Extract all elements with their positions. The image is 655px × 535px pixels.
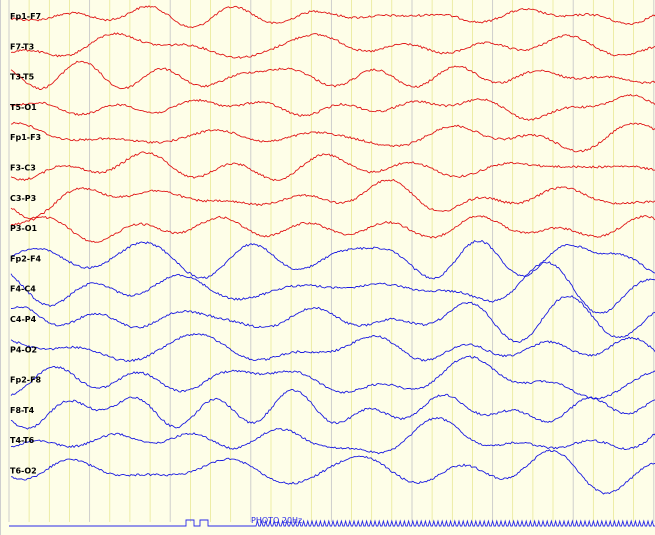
channel-label: Fp2-F4 bbox=[10, 254, 42, 263]
channel-label: F4-C4 bbox=[10, 285, 36, 294]
channel-label: Fp2-F8 bbox=[10, 376, 42, 385]
channel-label: Fp1-F3 bbox=[10, 133, 41, 142]
channel-label: P4-O2 bbox=[10, 345, 37, 354]
eeg-trace-t4-t6 bbox=[10, 417, 655, 455]
eeg-trace-t3-t5 bbox=[10, 60, 655, 90]
eeg-trace-p4-o2 bbox=[10, 333, 655, 362]
eeg-trace-f7-t3 bbox=[10, 32, 655, 59]
eeg-trace-c3-p3 bbox=[10, 179, 655, 220]
eeg-trace-t6-o2 bbox=[10, 449, 655, 495]
time-grid bbox=[8, 0, 655, 522]
photic-marker-trace bbox=[9, 519, 655, 527]
channel-label: T5-O1 bbox=[10, 103, 37, 112]
channel-label: F3-C3 bbox=[10, 164, 36, 173]
channel-label: C4-P4 bbox=[10, 315, 37, 324]
eeg-traces bbox=[10, 5, 655, 495]
eeg-trace-fp1-f3 bbox=[10, 121, 655, 153]
eeg-trace-t5-o1 bbox=[10, 94, 655, 121]
channel-label: Fp1-F7 bbox=[10, 12, 41, 21]
eeg-trace-f4-c4 bbox=[10, 261, 655, 314]
photic-stimulus-channel: PHOTO 20Hz bbox=[9, 516, 655, 527]
eeg-trace-p3-o1 bbox=[10, 215, 655, 243]
eeg-trace-fp2-f4 bbox=[10, 239, 655, 280]
eeg-trace-c4-p4 bbox=[10, 295, 655, 343]
eeg-trace-f8-t4 bbox=[10, 389, 655, 430]
channel-label: T6-O2 bbox=[10, 467, 37, 476]
channel-label: T3-T5 bbox=[10, 73, 35, 82]
eeg-trace-f3-c3 bbox=[10, 151, 655, 182]
channel-labels: Fp1-F7 F7-T3 T3-T5 T5-O1 Fp1-F3 F3-C3 C3-P3 P3-… bbox=[10, 12, 42, 476]
eeg-trace-fp1-f7 bbox=[10, 5, 655, 29]
channel-label: F8-T4 bbox=[10, 406, 35, 415]
channel-label: C3-P3 bbox=[10, 194, 36, 203]
photic-label: PHOTO 20Hz bbox=[251, 516, 302, 525]
channel-label: F7-T3 bbox=[10, 42, 34, 51]
channel-label: P3-O1 bbox=[10, 224, 38, 233]
eeg-trace-fp2-f8 bbox=[10, 355, 655, 400]
channel-label: T4-T6 bbox=[10, 436, 35, 445]
